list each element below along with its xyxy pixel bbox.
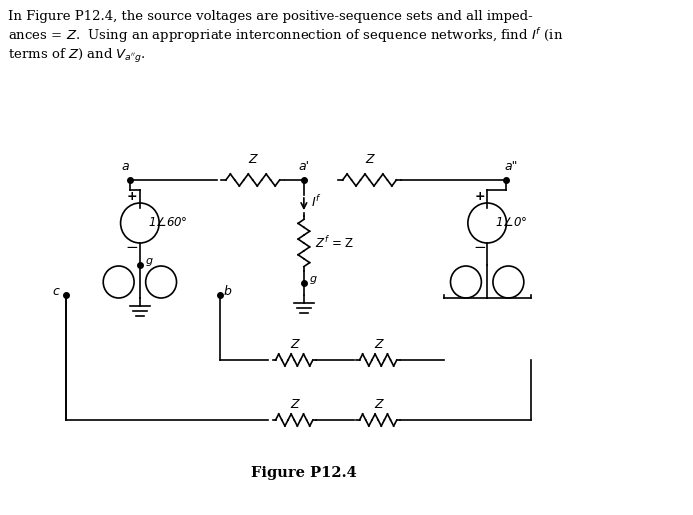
- Text: In Figure P12.4, the source voltages are positive-sequence sets and all imped-
a: In Figure P12.4, the source voltages are…: [8, 10, 563, 65]
- Text: $Z^f$ = Z: $Z^f$ = Z: [315, 235, 355, 251]
- Text: c: c: [53, 285, 60, 298]
- Text: a": a": [505, 160, 518, 173]
- Text: a: a: [121, 160, 129, 173]
- Text: Z: Z: [374, 398, 383, 411]
- Text: 1$\angle$60°: 1$\angle$60°: [148, 216, 187, 230]
- Text: +: +: [127, 191, 137, 203]
- Text: −: −: [126, 239, 139, 254]
- Text: b: b: [224, 285, 231, 298]
- Text: g: g: [146, 256, 152, 266]
- Text: Z: Z: [374, 338, 383, 351]
- Text: a': a': [299, 160, 309, 173]
- Text: Z: Z: [290, 398, 299, 411]
- Text: $I^f$: $I^f$: [310, 194, 322, 210]
- Text: −: −: [473, 239, 486, 254]
- Text: 1$\angle$0°: 1$\angle$0°: [495, 216, 527, 230]
- Text: Z: Z: [365, 153, 374, 166]
- Text: Z: Z: [248, 153, 257, 166]
- Text: Figure P12.4: Figure P12.4: [251, 466, 357, 480]
- Text: g: g: [310, 274, 317, 284]
- Text: +: +: [474, 191, 485, 203]
- Text: Z: Z: [290, 338, 299, 351]
